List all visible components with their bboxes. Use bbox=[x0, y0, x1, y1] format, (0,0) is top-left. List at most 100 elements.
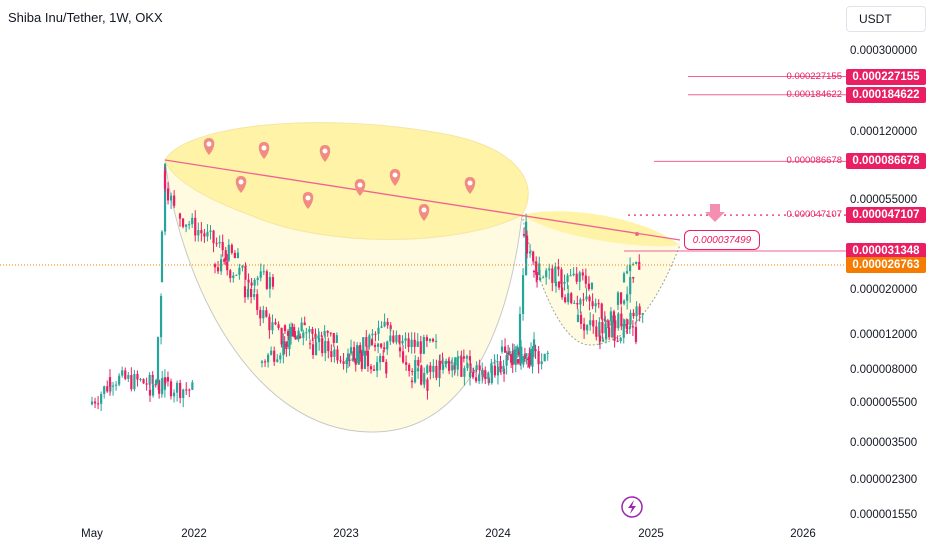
candle-body bbox=[329, 332, 332, 334]
candle-body bbox=[182, 389, 185, 398]
candle-body bbox=[588, 296, 591, 302]
location-pin-dot bbox=[206, 141, 212, 147]
candle-body bbox=[161, 378, 164, 394]
candle-body bbox=[629, 264, 632, 272]
y-tick-label: 0.000120000 bbox=[850, 125, 918, 138]
candle-body bbox=[404, 338, 407, 341]
candle-body bbox=[493, 365, 496, 376]
candle-body bbox=[158, 380, 161, 394]
candle-body bbox=[572, 273, 575, 276]
candle-body bbox=[106, 386, 109, 392]
price-level-label: 0.000086678 bbox=[786, 155, 842, 167]
candle-body bbox=[302, 332, 305, 338]
y-tick-label: 0.000005500 bbox=[850, 397, 918, 410]
candle-body bbox=[429, 365, 432, 372]
candle-body bbox=[360, 351, 363, 369]
candle-body bbox=[629, 277, 632, 295]
candle-body bbox=[148, 374, 151, 385]
candle-body bbox=[514, 349, 517, 365]
candle-body bbox=[283, 325, 287, 332]
candle-body bbox=[411, 370, 414, 372]
candle-body bbox=[423, 373, 426, 385]
price-tag-level-1: 0.000227155 bbox=[846, 68, 926, 85]
y-tick-label: 0.000008000 bbox=[850, 364, 918, 377]
candle-body bbox=[625, 271, 629, 274]
chart-title: Shiba Inu/Tether, 1W, OKX bbox=[8, 10, 163, 25]
candle-body bbox=[508, 351, 511, 356]
candle-body bbox=[268, 277, 271, 289]
candle-body bbox=[540, 361, 543, 365]
candle-body bbox=[121, 370, 124, 376]
candle-body bbox=[232, 275, 235, 279]
x-tick-label: May bbox=[81, 528, 103, 540]
candle-body bbox=[244, 265, 247, 280]
candle-body bbox=[324, 341, 327, 354]
candle-body bbox=[420, 368, 423, 385]
candle-body bbox=[148, 389, 152, 396]
candle-body bbox=[311, 344, 315, 355]
candle-body bbox=[619, 292, 623, 304]
candle-body bbox=[166, 188, 170, 201]
candle-body bbox=[363, 350, 366, 369]
candle-body bbox=[345, 359, 348, 364]
candle-body bbox=[457, 357, 460, 359]
candle-body bbox=[518, 313, 522, 352]
candle-body bbox=[605, 327, 608, 340]
candle-body bbox=[386, 321, 389, 326]
candle-body bbox=[282, 341, 285, 356]
candle-body bbox=[308, 329, 311, 333]
candle-body bbox=[408, 364, 411, 371]
candle-body bbox=[516, 346, 519, 350]
candle-body bbox=[294, 336, 297, 340]
candle-body bbox=[441, 360, 444, 364]
candle-body bbox=[551, 268, 554, 283]
candle-body bbox=[323, 330, 326, 336]
candle-body bbox=[587, 283, 590, 290]
candle-body bbox=[554, 266, 557, 283]
candle-body bbox=[557, 266, 560, 270]
candle-body bbox=[623, 319, 626, 327]
candle-body bbox=[548, 268, 551, 271]
currency-selector[interactable]: USDT bbox=[846, 6, 926, 32]
candle-body bbox=[216, 267, 220, 272]
candle-body bbox=[115, 384, 118, 386]
candle-body bbox=[478, 374, 481, 382]
candle-body bbox=[414, 359, 417, 372]
candle-body bbox=[376, 362, 379, 371]
y-tick-label: 0.000300000 bbox=[850, 45, 918, 57]
candle-body bbox=[172, 392, 176, 397]
candle-body bbox=[510, 354, 513, 363]
candle-body bbox=[522, 356, 525, 365]
candle-body bbox=[321, 338, 324, 354]
candle-body bbox=[100, 393, 103, 404]
candle-body bbox=[97, 403, 100, 405]
price-level-label: 0.000227155 bbox=[786, 70, 842, 82]
candle-body bbox=[308, 343, 312, 345]
cup-outline bbox=[164, 159, 523, 433]
candle-body bbox=[318, 338, 321, 343]
y-tick-label: 0.000002300 bbox=[850, 474, 918, 487]
candle-body bbox=[528, 353, 531, 367]
candle-body bbox=[299, 336, 302, 338]
candle-body bbox=[142, 379, 145, 384]
candle-body bbox=[311, 329, 314, 334]
candle-body bbox=[170, 195, 173, 201]
candle-body bbox=[362, 337, 365, 354]
candle-body bbox=[185, 224, 188, 227]
candle-body bbox=[441, 364, 445, 370]
candle-body bbox=[191, 217, 194, 225]
candle-body bbox=[534, 349, 537, 352]
candle-body bbox=[215, 243, 218, 245]
candle-body bbox=[283, 344, 286, 347]
candle-body bbox=[632, 312, 635, 317]
candle-body bbox=[546, 352, 549, 354]
candle-body bbox=[499, 361, 502, 372]
candle-body bbox=[410, 380, 414, 383]
candle-body bbox=[300, 322, 303, 331]
candle-body bbox=[262, 310, 265, 319]
candle-body bbox=[267, 354, 270, 363]
candle-body bbox=[632, 263, 635, 265]
candle-body bbox=[342, 361, 345, 364]
candle-body bbox=[354, 358, 357, 365]
candle-body bbox=[233, 252, 236, 259]
